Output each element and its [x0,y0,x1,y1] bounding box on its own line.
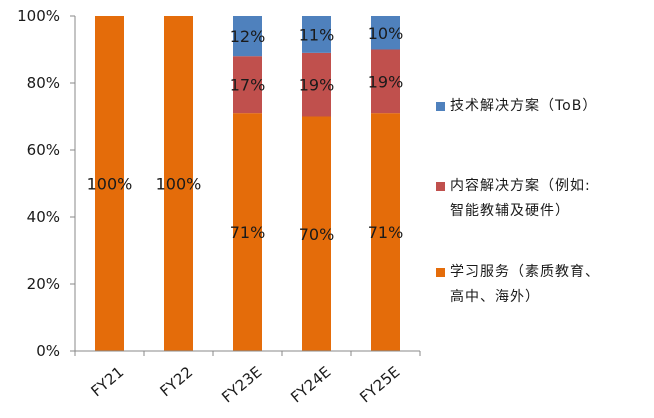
legend-label-learning-services: 学习服务（素质教育、 高中、海外） [450,264,600,305]
data-label-fy25e-series-0: 71% [368,223,404,242]
bar-fy24e-series-2 [302,16,331,53]
y-tick-label-100: 100% [17,7,60,25]
data-label-fy22-series-0: 100% [156,175,202,194]
bar-fy23e-series-1 [233,56,262,114]
x-tick-label-fy22: FY22 [156,363,196,401]
y-tick-label-60: 60% [27,141,60,159]
legend-item-learning-services: 学习服务（素质教育、 高中、海外） [436,260,650,310]
y-tick-label-0: 0% [36,342,60,360]
y-tick-label-40: 40% [27,208,60,226]
legend-swatch-tech-solutions [436,102,445,111]
legend-item-content-solutions: 内容解决方案（例如: 智能教辅及硬件） [436,174,650,224]
x-tick-label-fy21: FY21 [87,363,127,401]
legend-label-content-solutions: 内容解决方案（例如: 智能教辅及硬件） [450,178,591,219]
plot-area: 100% 100% 71% 17% 12% 70% 19% 11% 71% 19% 10% 0% 20%… [17,7,421,407]
data-label-fy23e-series-2: 12% [230,27,266,46]
legend-label-tech-solutions: 技术解决方案（ToB） [450,98,598,114]
legend-swatch-learning-services [436,268,445,277]
data-label-fy25e-series-1: 19% [368,72,404,91]
bar-fy24e-series-0 [302,116,331,351]
bar-fy23e-series-2 [233,16,262,57]
legend-swatch-content-solutions [436,182,445,191]
data-label-fy23e-series-0: 71% [230,223,266,242]
data-label-fy24e-series-2: 11% [299,25,335,44]
bar-fy25e-series-0 [371,113,400,352]
legend-item-tech-solutions: 技术解决方案（ToB） [436,94,650,119]
data-label-fy25e-series-2: 10% [368,24,404,43]
bar-fy21-series-0 [95,16,124,351]
y-tick-label-80: 80% [27,74,60,92]
bar-fy23e-series-0 [233,113,262,352]
data-label-fy24e-series-0: 70% [299,225,335,244]
data-label-fy23e-series-1: 17% [230,76,266,95]
bar-fy22-series-0 [164,16,193,351]
data-label-fy21-series-0: 100% [87,175,133,194]
x-tick-label-fy25e: FY25E [356,363,403,407]
bar-fy25e-series-2 [371,16,400,50]
x-tick-label-fy24e: FY24E [287,363,334,407]
bar-fy25e-series-1 [371,49,400,114]
x-tick-label-fy23e: FY23E [218,363,265,407]
bar-fy24e-series-1 [302,52,331,117]
y-tick-label-20: 20% [27,275,60,293]
data-label-fy24e-series-1: 19% [299,76,335,95]
